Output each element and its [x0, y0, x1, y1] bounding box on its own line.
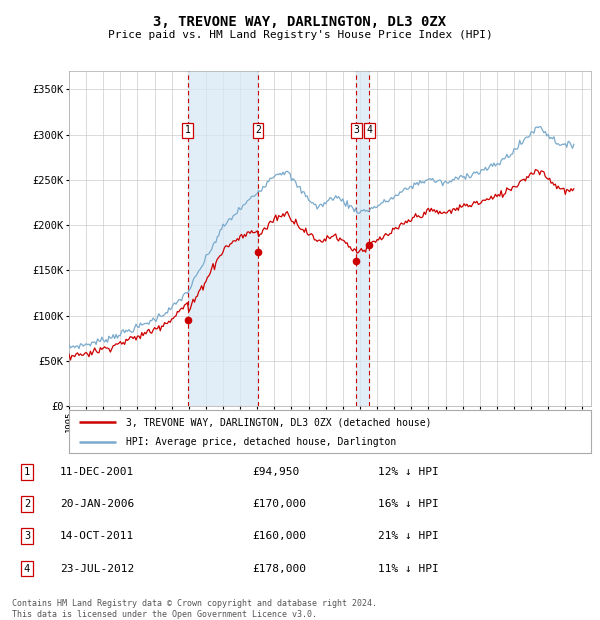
Text: HPI: Average price, detached house, Darlington: HPI: Average price, detached house, Darl…: [127, 437, 397, 447]
Text: 20-JAN-2006: 20-JAN-2006: [60, 499, 134, 509]
Text: 2: 2: [24, 499, 30, 509]
Text: 3, TREVONE WAY, DARLINGTON, DL3 0ZX: 3, TREVONE WAY, DARLINGTON, DL3 0ZX: [154, 16, 446, 30]
Text: 2: 2: [255, 125, 261, 135]
Bar: [188, 71, 258, 406]
Text: 21% ↓ HPI: 21% ↓ HPI: [378, 531, 439, 541]
Text: 3: 3: [353, 125, 359, 135]
Text: 12% ↓ HPI: 12% ↓ HPI: [378, 467, 439, 477]
Text: 1: 1: [24, 467, 30, 477]
Text: £94,950: £94,950: [252, 467, 299, 477]
Text: 23-JUL-2012: 23-JUL-2012: [60, 564, 134, 574]
Bar: [356, 71, 370, 406]
Text: £170,000: £170,000: [252, 499, 306, 509]
Text: 4: 4: [24, 564, 30, 574]
Text: 11% ↓ HPI: 11% ↓ HPI: [378, 564, 439, 574]
Text: 14-OCT-2011: 14-OCT-2011: [60, 531, 134, 541]
Text: 3, TREVONE WAY, DARLINGTON, DL3 0ZX (detached house): 3, TREVONE WAY, DARLINGTON, DL3 0ZX (det…: [127, 417, 432, 427]
Text: 16% ↓ HPI: 16% ↓ HPI: [378, 499, 439, 509]
Text: Contains HM Land Registry data © Crown copyright and database right 2024.
This d: Contains HM Land Registry data © Crown c…: [12, 600, 377, 619]
Text: Price paid vs. HM Land Registry's House Price Index (HPI): Price paid vs. HM Land Registry's House …: [107, 30, 493, 40]
Text: 4: 4: [367, 125, 373, 135]
Text: 3: 3: [24, 531, 30, 541]
Text: £160,000: £160,000: [252, 531, 306, 541]
Text: £178,000: £178,000: [252, 564, 306, 574]
Text: 11-DEC-2001: 11-DEC-2001: [60, 467, 134, 477]
Text: 1: 1: [185, 125, 191, 135]
